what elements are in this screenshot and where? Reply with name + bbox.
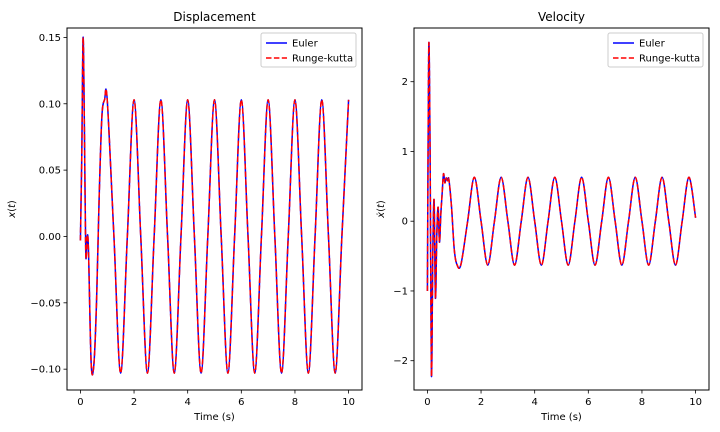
y-tick-label: 1 xyxy=(402,147,408,158)
x-axis-label: Time (s) xyxy=(540,412,582,423)
series-line-euler xyxy=(426,41,697,378)
legend-label: Euler xyxy=(639,39,666,50)
x-axis-label: Time (s) xyxy=(193,412,235,423)
y-tick-label: −0.10 xyxy=(30,365,61,376)
series-line-euler xyxy=(79,36,350,376)
chart-title: Displacement xyxy=(173,10,256,24)
plot-frame xyxy=(413,27,710,391)
legend: Euler Runge-kutta xyxy=(260,32,357,68)
x-tick-label: 4 xyxy=(531,397,537,408)
y-tick-label: 0 xyxy=(402,217,408,228)
plot-frame xyxy=(66,27,363,391)
x-tick-label: 8 xyxy=(639,397,645,408)
legend-label: Runge-kutta xyxy=(639,54,700,65)
legend-label: Runge-kutta xyxy=(292,54,353,65)
y-tick-label: 0.00 xyxy=(39,232,61,243)
plot-lines xyxy=(79,36,350,376)
tick-marks: 0 2 4 6 8 10 −2 −1 0 1 2 xyxy=(393,77,702,408)
y-tick-label: 0.15 xyxy=(39,33,61,44)
x-tick-label: 10 xyxy=(689,397,702,408)
plot-lines xyxy=(426,41,697,378)
y-axis-label: x(t) xyxy=(7,200,18,219)
x-tick-label: 0 xyxy=(77,397,83,408)
y-axis-label: ẋ(t) xyxy=(376,200,387,219)
x-tick-label: 6 xyxy=(585,397,591,408)
y-tick-label: −0.05 xyxy=(30,298,61,309)
series-line-runge-kutta xyxy=(79,36,350,376)
y-tick-label: −2 xyxy=(393,356,408,367)
legend-label: Euler xyxy=(292,39,319,50)
x-tick-label: 4 xyxy=(184,397,190,408)
legend: Euler Runge-kutta xyxy=(607,32,704,68)
y-tick-label: 2 xyxy=(402,77,408,88)
tick-marks: 0 2 4 6 8 10 −0.10 −0.05 0.00 0.05 0.10 0.15 xyxy=(30,33,355,408)
series-line-runge-kutta xyxy=(426,41,697,378)
x-tick-label: 10 xyxy=(342,397,355,408)
x-tick-label: 6 xyxy=(238,397,244,408)
y-tick-label: 0.05 xyxy=(39,166,61,177)
displacement-chart: 0 2 4 6 8 10 −0.10 −0.05 0.00 0.05 0.10 0.15 Displa… xyxy=(7,10,363,423)
y-tick-label: −1 xyxy=(393,286,408,297)
x-tick-label: 8 xyxy=(292,397,298,408)
velocity-chart: 0 2 4 6 8 10 −2 −1 0 1 2 Velocity Time (s) ẋ(t) Eu… xyxy=(376,10,710,423)
x-tick-label: 0 xyxy=(424,397,430,408)
chart-title: Velocity xyxy=(538,10,585,24)
y-tick-label: 0.10 xyxy=(39,99,61,110)
x-tick-label: 2 xyxy=(478,397,484,408)
x-tick-label: 2 xyxy=(131,397,137,408)
